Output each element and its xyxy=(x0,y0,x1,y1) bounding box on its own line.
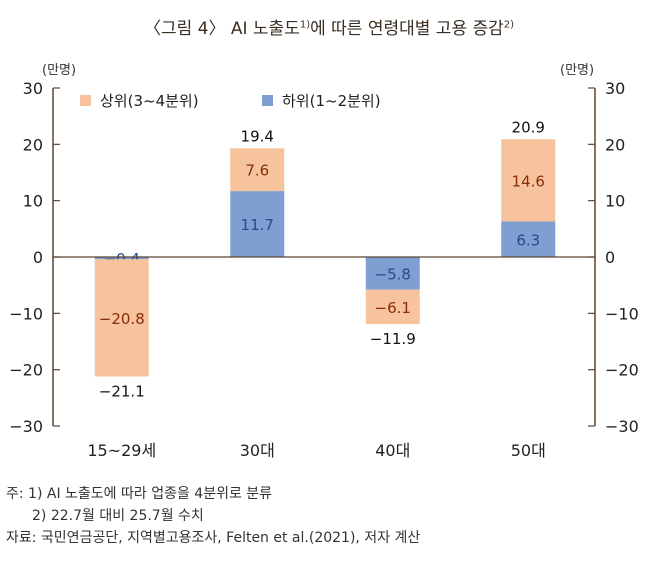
data-label: −6.1 xyxy=(375,299,411,317)
y-tick-label-right: 20 xyxy=(605,135,625,154)
legend-swatch xyxy=(80,95,91,106)
y-tick-label-right: 10 xyxy=(605,192,625,211)
bar-segment xyxy=(365,289,420,325)
y-tick-label-left: −10 xyxy=(9,304,43,323)
bar-segment xyxy=(501,221,556,257)
y-tick-label-left: 20 xyxy=(23,135,43,154)
data-label: −20.8 xyxy=(99,310,145,328)
bar-segment xyxy=(94,257,149,260)
bar-segment xyxy=(94,259,149,377)
y-axis-unit-left: (만명) xyxy=(42,63,76,78)
bar-segment xyxy=(230,191,285,257)
y-axis-unit-right: (만명) xyxy=(560,63,594,78)
footnotes: 주: 1) AI 노출도에 따라 업종을 4분위로 분류 2) 22.7월 대비… xyxy=(6,483,420,549)
data-label: 14.6 xyxy=(512,172,545,190)
total-label: 19.4 xyxy=(241,127,274,145)
legend-label: 상위(3~4분위) xyxy=(100,92,199,110)
y-tick-label-right: 30 xyxy=(605,79,625,98)
y-tick-label-right: −20 xyxy=(605,361,639,380)
y-tick-label-left: 0 xyxy=(33,248,43,267)
bar-segment xyxy=(365,257,420,290)
x-tick-label: 15~29세 xyxy=(87,441,156,460)
data-label: 11.7 xyxy=(241,216,274,234)
x-tick-label: 40대 xyxy=(375,441,410,460)
y-tick-label-left: 10 xyxy=(23,192,43,211)
note-1: 주: 1) AI 노출도에 따라 업종을 4분위로 분류 xyxy=(6,486,273,502)
y-tick-label-right: −10 xyxy=(605,304,639,323)
x-tick-label: 30대 xyxy=(240,441,275,460)
total-label: −21.1 xyxy=(99,382,145,400)
x-tick-label: 50대 xyxy=(511,441,546,460)
y-tick-label-left: 30 xyxy=(23,79,43,98)
note-2: 2) 22.7월 대비 25.7월 수치 xyxy=(32,508,204,524)
bar-segment xyxy=(230,148,285,192)
legend-swatch xyxy=(262,95,273,106)
source-note: 자료: 국민연금공단, 지역별고용조사, Felten et al.(2021)… xyxy=(6,530,421,546)
data-label: 7.6 xyxy=(245,162,269,180)
data-label: 6.3 xyxy=(516,231,540,249)
y-tick-label-left: −30 xyxy=(9,417,43,436)
total-label: 20.9 xyxy=(512,118,545,136)
y-tick-label-right: −30 xyxy=(605,417,639,436)
chart-title: 〈그림 4〉 AI 노출도1)에 따른 연령대별 고용 증감2) xyxy=(143,19,515,39)
total-label: −11.9 xyxy=(370,330,416,348)
y-tick-label-left: −20 xyxy=(9,361,43,380)
y-tick-label-right: 0 xyxy=(605,248,615,267)
bar-segment xyxy=(501,139,556,222)
data-label: −5.8 xyxy=(375,265,411,283)
legend-label: 하위(1~2분위) xyxy=(282,92,381,110)
